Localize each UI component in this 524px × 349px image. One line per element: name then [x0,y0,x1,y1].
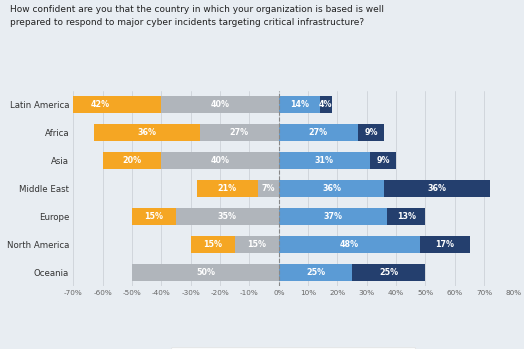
Text: 14%: 14% [290,100,309,109]
Text: How confident are you that the country in which your organization is based is we: How confident are you that the country i… [10,5,385,27]
Bar [279,208,387,225]
Text: 15%: 15% [203,240,222,249]
Bar [279,152,370,169]
Text: 40%: 40% [211,100,230,109]
Bar [370,152,396,169]
Text: 27%: 27% [230,128,249,137]
Text: 35%: 35% [218,212,237,221]
Text: 40%: 40% [211,156,230,165]
Bar [235,236,279,253]
Text: 21%: 21% [218,184,237,193]
Text: 48%: 48% [340,240,359,249]
Text: 13%: 13% [397,212,416,221]
Text: 9%: 9% [365,128,378,137]
Text: 15%: 15% [145,212,163,221]
Text: 7%: 7% [262,184,275,193]
Bar [279,124,358,141]
Bar [94,124,200,141]
Bar [352,263,425,281]
Text: 42%: 42% [90,100,110,109]
Bar [132,208,176,225]
Text: 27%: 27% [309,128,328,137]
Text: 31%: 31% [315,156,334,165]
Text: 25%: 25% [306,268,325,277]
Text: 20%: 20% [123,156,141,165]
Bar [191,236,235,253]
Text: 36%: 36% [428,184,447,193]
Bar [161,152,279,169]
Bar [176,208,279,225]
Text: 4%: 4% [319,100,332,109]
Bar [38,96,161,113]
Bar [132,263,279,281]
Text: 25%: 25% [379,268,398,277]
Bar [279,180,385,197]
Text: 9%: 9% [376,156,390,165]
Bar [258,180,279,197]
Bar [279,263,352,281]
Text: 37%: 37% [323,212,343,221]
Bar [358,124,385,141]
Bar [279,236,420,253]
Bar [279,96,320,113]
Text: 17%: 17% [435,240,454,249]
Legend: Not confident, Neutral, Confident, Very confident: Not confident, Neutral, Confident, Very … [171,347,416,349]
Bar [161,96,279,113]
Text: 15%: 15% [247,240,266,249]
Text: 50%: 50% [196,268,215,277]
Bar [200,124,279,141]
Bar [196,180,258,197]
Bar [103,152,161,169]
Text: 36%: 36% [322,184,341,193]
Bar [320,96,332,113]
Text: 36%: 36% [137,128,156,137]
Bar [387,208,425,225]
Bar [420,236,470,253]
Bar [385,180,490,197]
